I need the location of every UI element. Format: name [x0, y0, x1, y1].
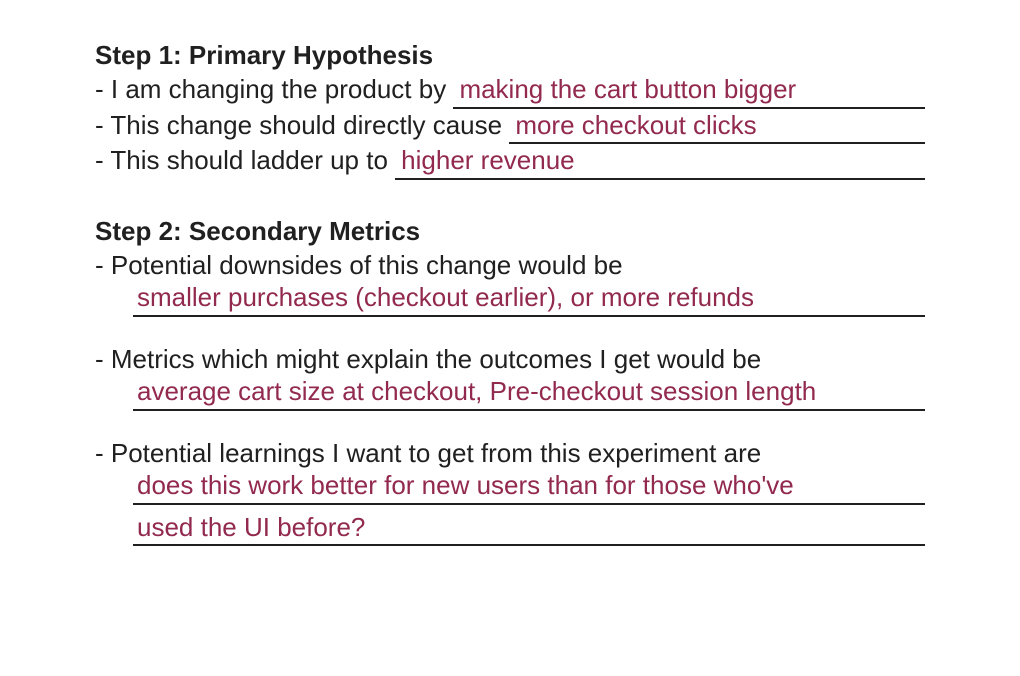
worksheet-page: Step 1: Primary Hypothesis - I am changi… [0, 0, 1020, 676]
step2-b2-lead: - Metrics which might explain the outcom… [95, 343, 761, 376]
step2-b3-lead-row: - Potential learnings I want to get from… [95, 437, 925, 470]
step1-line1-lead: - I am changing the product by [95, 73, 453, 106]
step2-b1-fill-row: smaller purchases (checkout earlier), or… [95, 281, 925, 317]
step1-line2-lead: - This change should directly cause [95, 109, 509, 142]
step1-line3-lead: - This should ladder up to [95, 144, 395, 177]
step2-b3-fill-row2: used the UI before? [95, 511, 925, 547]
step1-line1: - I am changing the product by making th… [95, 73, 925, 109]
step2-title: Step 2: Secondary Metrics [95, 216, 925, 247]
step2-b3-fill-row1: does this work better for new users than… [95, 469, 925, 505]
step2-b2-fill-row: average cart size at checkout, Pre-check… [95, 375, 925, 411]
step2-b2-lead-row: - Metrics which might explain the outcom… [95, 343, 925, 376]
step2-b3-fill-line1: does this work better for new users than… [133, 469, 925, 505]
step1-title: Step 1: Primary Hypothesis [95, 40, 925, 71]
step2-b1-lead: - Potential downsides of this change wou… [95, 249, 623, 282]
step1-line3: - This should ladder up to higher revenu… [95, 144, 925, 180]
step2-b1-fill: smaller purchases (checkout earlier), or… [133, 281, 925, 317]
step2-b3-lead: - Potential learnings I want to get from… [95, 437, 761, 470]
step1-line2: - This change should directly cause more… [95, 109, 925, 145]
step2-b3-fill-line2: used the UI before? [133, 511, 925, 547]
step2-b1-lead-row: - Potential downsides of this change wou… [95, 249, 925, 282]
step2-b2-fill: average cart size at checkout, Pre-check… [133, 375, 925, 411]
step1-line3-fill: higher revenue [395, 144, 925, 180]
step1-line1-fill: making the cart button bigger [453, 73, 925, 109]
step1-line2-fill: more checkout clicks [509, 109, 925, 145]
